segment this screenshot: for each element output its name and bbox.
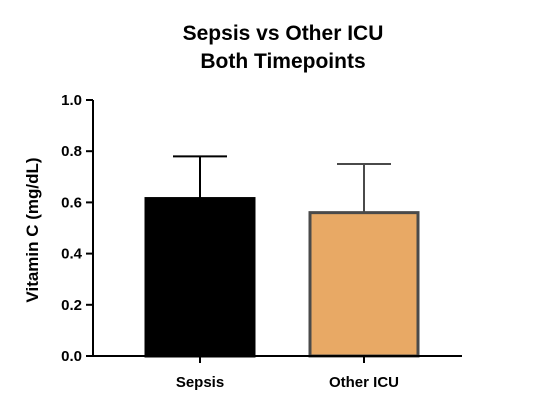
y-axis-title: Vitamin C (mg/dL)	[23, 157, 42, 302]
chart-title-line-1: Sepsis vs Other ICU	[183, 22, 384, 45]
y-tick-label-4: 0.8	[61, 143, 82, 160]
x-tick-label-1: Other ICU	[329, 374, 399, 391]
y-tick-label-2: 0.4	[61, 246, 83, 263]
y-tick-label-1: 0.2	[61, 297, 82, 314]
chart-title-line-2: Both Timepoints	[200, 50, 365, 73]
y-tick-label-3: 0.6	[61, 194, 82, 211]
bar-sepsis	[144, 197, 256, 358]
plot-area: 0.0 0.2 0.4 0.6 0.8 1.0 Sepsis Other ICU	[61, 92, 420, 391]
y-tick-label-0: 0.0	[61, 348, 82, 365]
bar-other-icu	[308, 211, 420, 358]
y-tick-label-5: 1.0	[61, 92, 82, 109]
x-tick-label-0: Sepsis	[176, 374, 224, 391]
